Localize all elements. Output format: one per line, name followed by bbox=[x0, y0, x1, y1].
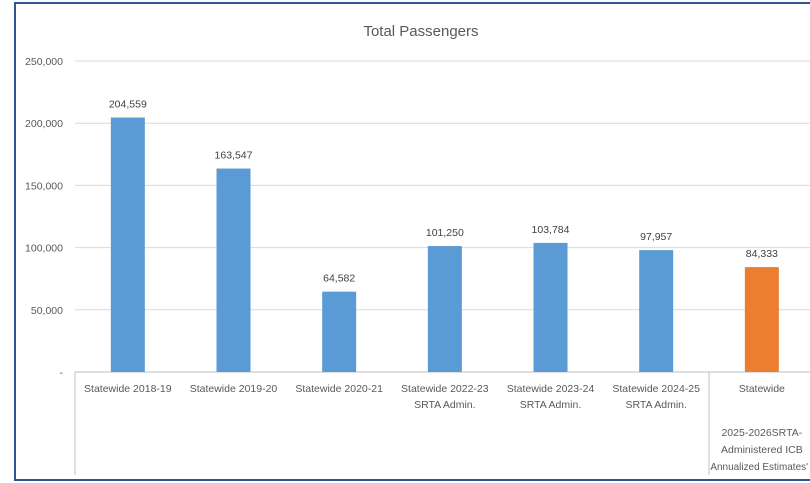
data-label: 84,333 bbox=[746, 248, 778, 260]
category-group-label: 2025-2026SRTA- bbox=[721, 427, 802, 439]
plot-area: - 50,000 100,000 150,000 200,000 250,000 204,5… bbox=[25, 56, 810, 475]
bar-statewide-2024-25 bbox=[639, 250, 674, 372]
chart-title: Total Passengers bbox=[363, 23, 478, 40]
category-label: Statewide 2022-23 bbox=[401, 383, 489, 395]
category-group-label: Annualized Estimates' bbox=[710, 461, 808, 473]
category-label: Statewide 2020-21 bbox=[295, 383, 383, 395]
data-label: 163,547 bbox=[215, 150, 253, 162]
data-label: 97,957 bbox=[640, 231, 672, 243]
y-tick-label: 150,000 bbox=[25, 180, 63, 192]
bar-statewide-2018-19 bbox=[110, 117, 145, 373]
category-label: SRTA Admin. bbox=[520, 399, 581, 411]
bar-statewide bbox=[744, 267, 779, 372]
y-tick-label: 200,000 bbox=[25, 118, 63, 130]
y-tick-label: 250,000 bbox=[25, 56, 63, 68]
data-label: 204,559 bbox=[109, 99, 147, 111]
bar-statewide-2023-24 bbox=[533, 242, 568, 372]
category-label: SRTA Admin. bbox=[625, 399, 686, 411]
category-label: Statewide 2019-20 bbox=[190, 383, 278, 395]
y-tick-label: - bbox=[60, 367, 64, 379]
category-label: Statewide 2024-25 bbox=[612, 383, 700, 395]
bar-statewide-2019-20 bbox=[216, 168, 251, 372]
category-group-label: Administered ICB bbox=[721, 444, 803, 456]
bar-statewide-2020-21 bbox=[322, 291, 357, 372]
category-label: SRTA Admin. bbox=[414, 399, 475, 411]
data-label: 103,784 bbox=[532, 224, 570, 236]
bar-statewide-2022-23 bbox=[427, 246, 462, 372]
category-label: Statewide bbox=[739, 383, 785, 395]
data-label: 64,582 bbox=[323, 273, 355, 285]
data-label: 101,250 bbox=[426, 227, 464, 239]
y-tick-label: 100,000 bbox=[25, 243, 63, 255]
category-label: Statewide 2018-19 bbox=[84, 383, 172, 395]
y-tick-label: 50,000 bbox=[31, 305, 63, 317]
category-label: Statewide 2023-24 bbox=[507, 383, 595, 395]
